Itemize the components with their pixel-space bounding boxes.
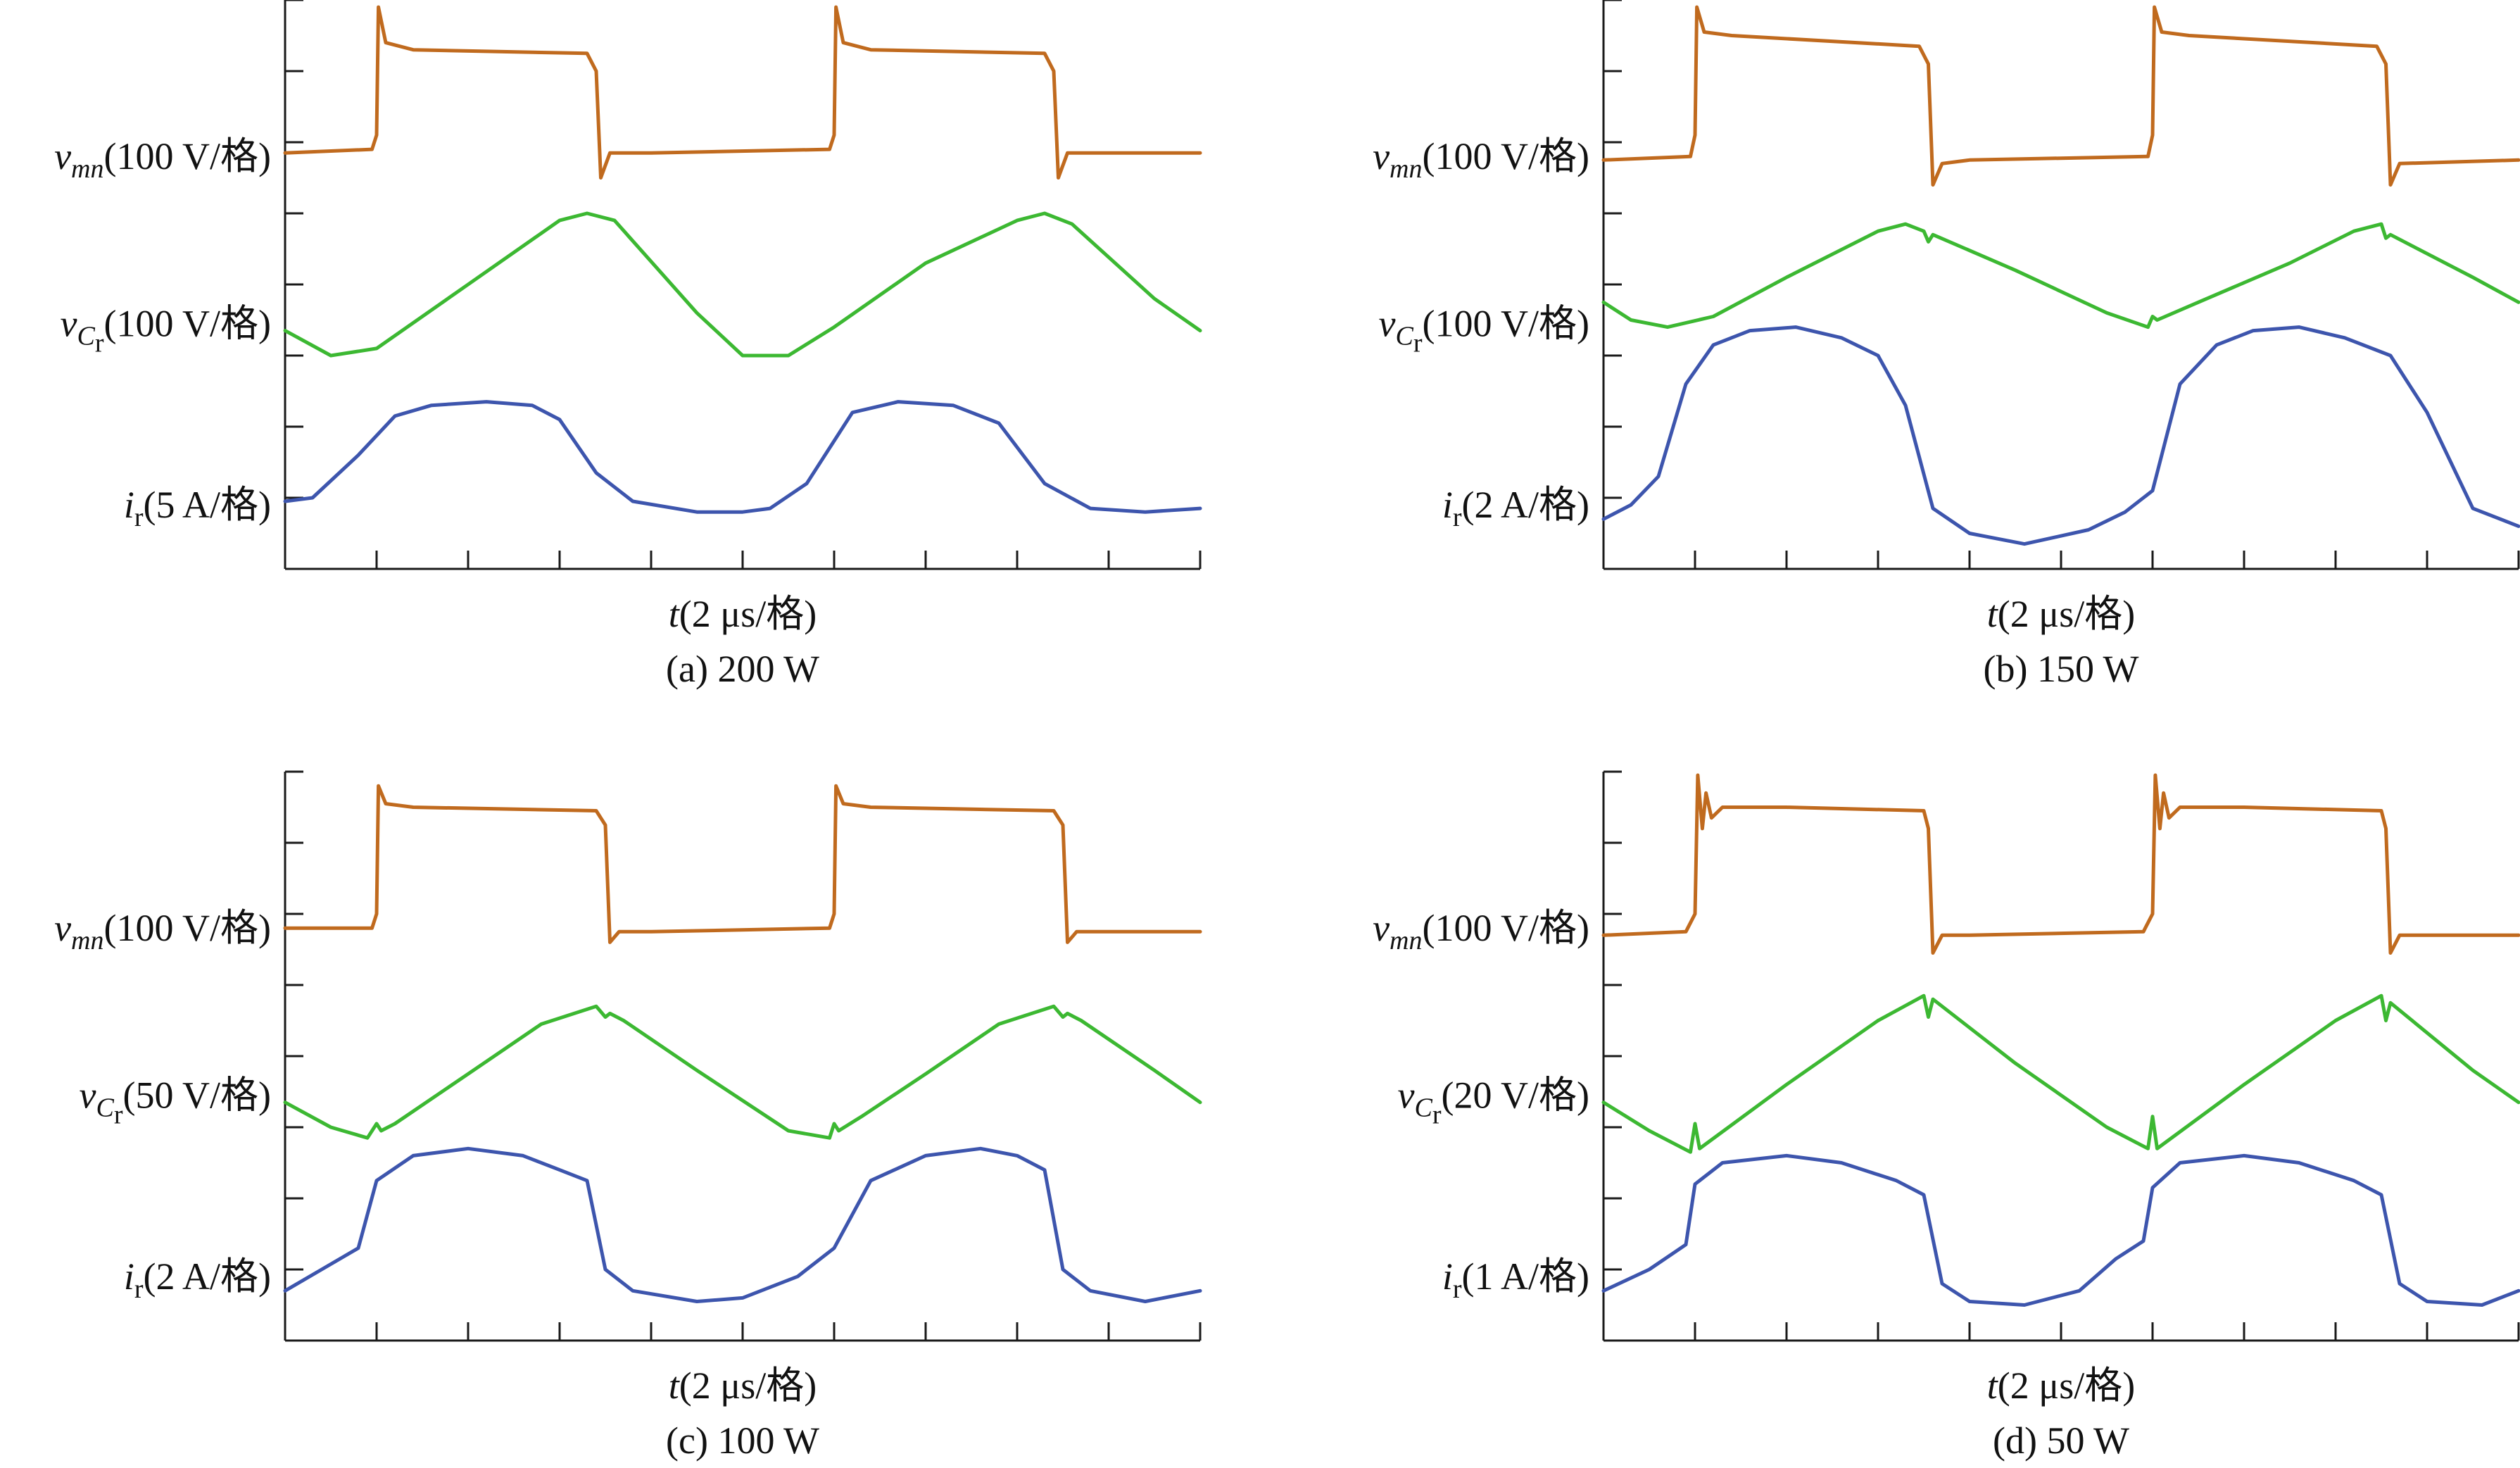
ir-label: ir(1 A/格) xyxy=(1442,1255,1589,1304)
vmn-label-subscript: mn xyxy=(1390,926,1422,955)
x-axis-label-symbol: t xyxy=(1987,593,1999,635)
vcr-label-subscript: C xyxy=(96,1093,114,1123)
vmn-label-subscript: mn xyxy=(1390,154,1422,184)
x-axis-label: t(2 μs/格) xyxy=(669,1365,817,1407)
ir-trace xyxy=(1601,1153,2520,1307)
ir-label-subscript: r xyxy=(1453,1274,1462,1304)
vmn-label-subscript: mn xyxy=(71,926,103,955)
vcr-label-subscript: C xyxy=(77,322,95,351)
x-axis-label-scale: (2 μs/格) xyxy=(679,593,817,635)
x-axis-label-symbol: t xyxy=(669,593,681,635)
vcr-label: vCr(20 V/格) xyxy=(1398,1074,1589,1130)
vcr-label-scale: (20 V/格) xyxy=(1442,1074,1590,1117)
ir-label-scale: (5 A/格) xyxy=(144,484,272,526)
panel-4: vmn(100 V/格)vCr(20 V/格)ir(1 A/格)t(2 μs/格… xyxy=(1373,770,2520,1462)
vmn-label-symbol: v xyxy=(54,135,71,177)
ir-label-scale: (1 A/格) xyxy=(1462,1255,1590,1298)
ir-label-subscript: r xyxy=(134,503,144,532)
vmn-label-scale: (100 V/格) xyxy=(104,907,272,949)
ir-label-subscript: r xyxy=(134,1274,144,1304)
x-axis-label-scale: (2 μs/格) xyxy=(1998,1365,2135,1407)
x-axis-label: t(2 μs/格) xyxy=(1987,1365,2135,1407)
ir-label-scale: (2 A/格) xyxy=(1462,484,1590,526)
vmn-label-scale: (100 V/格) xyxy=(104,135,272,177)
x-axis-label: t(2 μs/格) xyxy=(669,593,817,635)
ir-label: ir(5 A/格) xyxy=(124,484,271,532)
vmn-label-symbol: v xyxy=(1373,135,1390,177)
vmn-label: vmn(100 V/格) xyxy=(1373,907,1589,955)
vmn-trace xyxy=(1601,5,2520,187)
vcr-label-symbol: v xyxy=(61,303,77,345)
vcr-label-scale: (50 V/格) xyxy=(123,1074,272,1117)
x-axis-label-scale: (2 μs/格) xyxy=(679,1365,817,1407)
vmn-label-symbol: v xyxy=(1373,907,1390,949)
vcr-label-subscript: C xyxy=(1414,1093,1432,1123)
x-axis-label: t(2 μs/格) xyxy=(1987,593,2135,635)
ir-label-scale: (2 A/格) xyxy=(144,1255,272,1298)
vmn-label-symbol: v xyxy=(54,907,71,949)
vcr-label-subscript: C xyxy=(1395,322,1413,351)
vmn-trace xyxy=(1601,773,2520,955)
vmn-trace xyxy=(283,5,1202,180)
ir-label-symbol: i xyxy=(124,484,134,526)
vmn-label: vmn(100 V/格) xyxy=(54,907,271,955)
panel-3: vmn(100 V/格)vCr(50 V/格)ir(2 A/格)t(2 μs/格… xyxy=(54,770,1202,1462)
vcr-label-scale: (100 V/格) xyxy=(104,303,272,345)
vcr-label: vCr(50 V/格) xyxy=(80,1074,271,1130)
vcr-label-symbol: v xyxy=(80,1074,96,1117)
panel-1: vmn(100 V/格)vCr(100 V/格)ir(5 A/格)t(2 μs/… xyxy=(54,0,1202,690)
vcr-label: vCr(100 V/格) xyxy=(61,303,271,358)
vmn-label-scale: (100 V/格) xyxy=(1423,907,1590,949)
vmn-trace xyxy=(283,784,1202,944)
vcr-label-subsubscript: r xyxy=(95,329,104,358)
vcr-trace xyxy=(1601,993,2520,1154)
ir-label-symbol: i xyxy=(1442,484,1453,526)
ir-label: ir(2 A/格) xyxy=(1442,484,1589,532)
vmn-label: vmn(100 V/格) xyxy=(54,135,271,184)
ir-label: ir(2 A/格) xyxy=(124,1255,271,1304)
ir-label-symbol: i xyxy=(124,1255,134,1298)
x-axis-label-symbol: t xyxy=(1987,1365,1999,1407)
ir-label-symbol: i xyxy=(1442,1255,1453,1298)
panel-caption: (a) 200 W xyxy=(666,648,819,690)
x-axis-label-symbol: t xyxy=(669,1365,681,1407)
ir-label-subscript: r xyxy=(1453,503,1462,532)
vcr-label-subsubscript: r xyxy=(1413,329,1423,358)
vmn-label-subscript: mn xyxy=(71,154,103,184)
vcr-label-subsubscript: r xyxy=(1432,1100,1442,1130)
vcr-trace xyxy=(1601,222,2520,330)
ir-trace xyxy=(283,400,1202,514)
panel-caption: (b) 150 W xyxy=(1984,648,2139,690)
vcr-trace xyxy=(283,211,1202,358)
panel-2: vmn(100 V/格)vCr(100 V/格)ir(2 A/格)t(2 μs/… xyxy=(1373,0,2520,690)
vcr-label-symbol: v xyxy=(1398,1074,1415,1117)
ir-trace xyxy=(1601,325,2520,546)
vcr-label-symbol: v xyxy=(1379,303,1396,345)
panel-caption: (c) 100 W xyxy=(666,1419,819,1462)
ir-trace xyxy=(283,1146,1202,1303)
panel-caption: (d) 50 W xyxy=(1993,1419,2129,1462)
vcr-label: vCr(100 V/格) xyxy=(1379,303,1589,358)
vcr-label-subsubscript: r xyxy=(114,1100,123,1130)
vmn-label-scale: (100 V/格) xyxy=(1423,135,1590,177)
x-axis-label-scale: (2 μs/格) xyxy=(1998,593,2135,635)
vcr-label-scale: (100 V/格) xyxy=(1423,303,1590,345)
vmn-label: vmn(100 V/格) xyxy=(1373,135,1589,184)
vcr-trace xyxy=(283,1004,1202,1140)
